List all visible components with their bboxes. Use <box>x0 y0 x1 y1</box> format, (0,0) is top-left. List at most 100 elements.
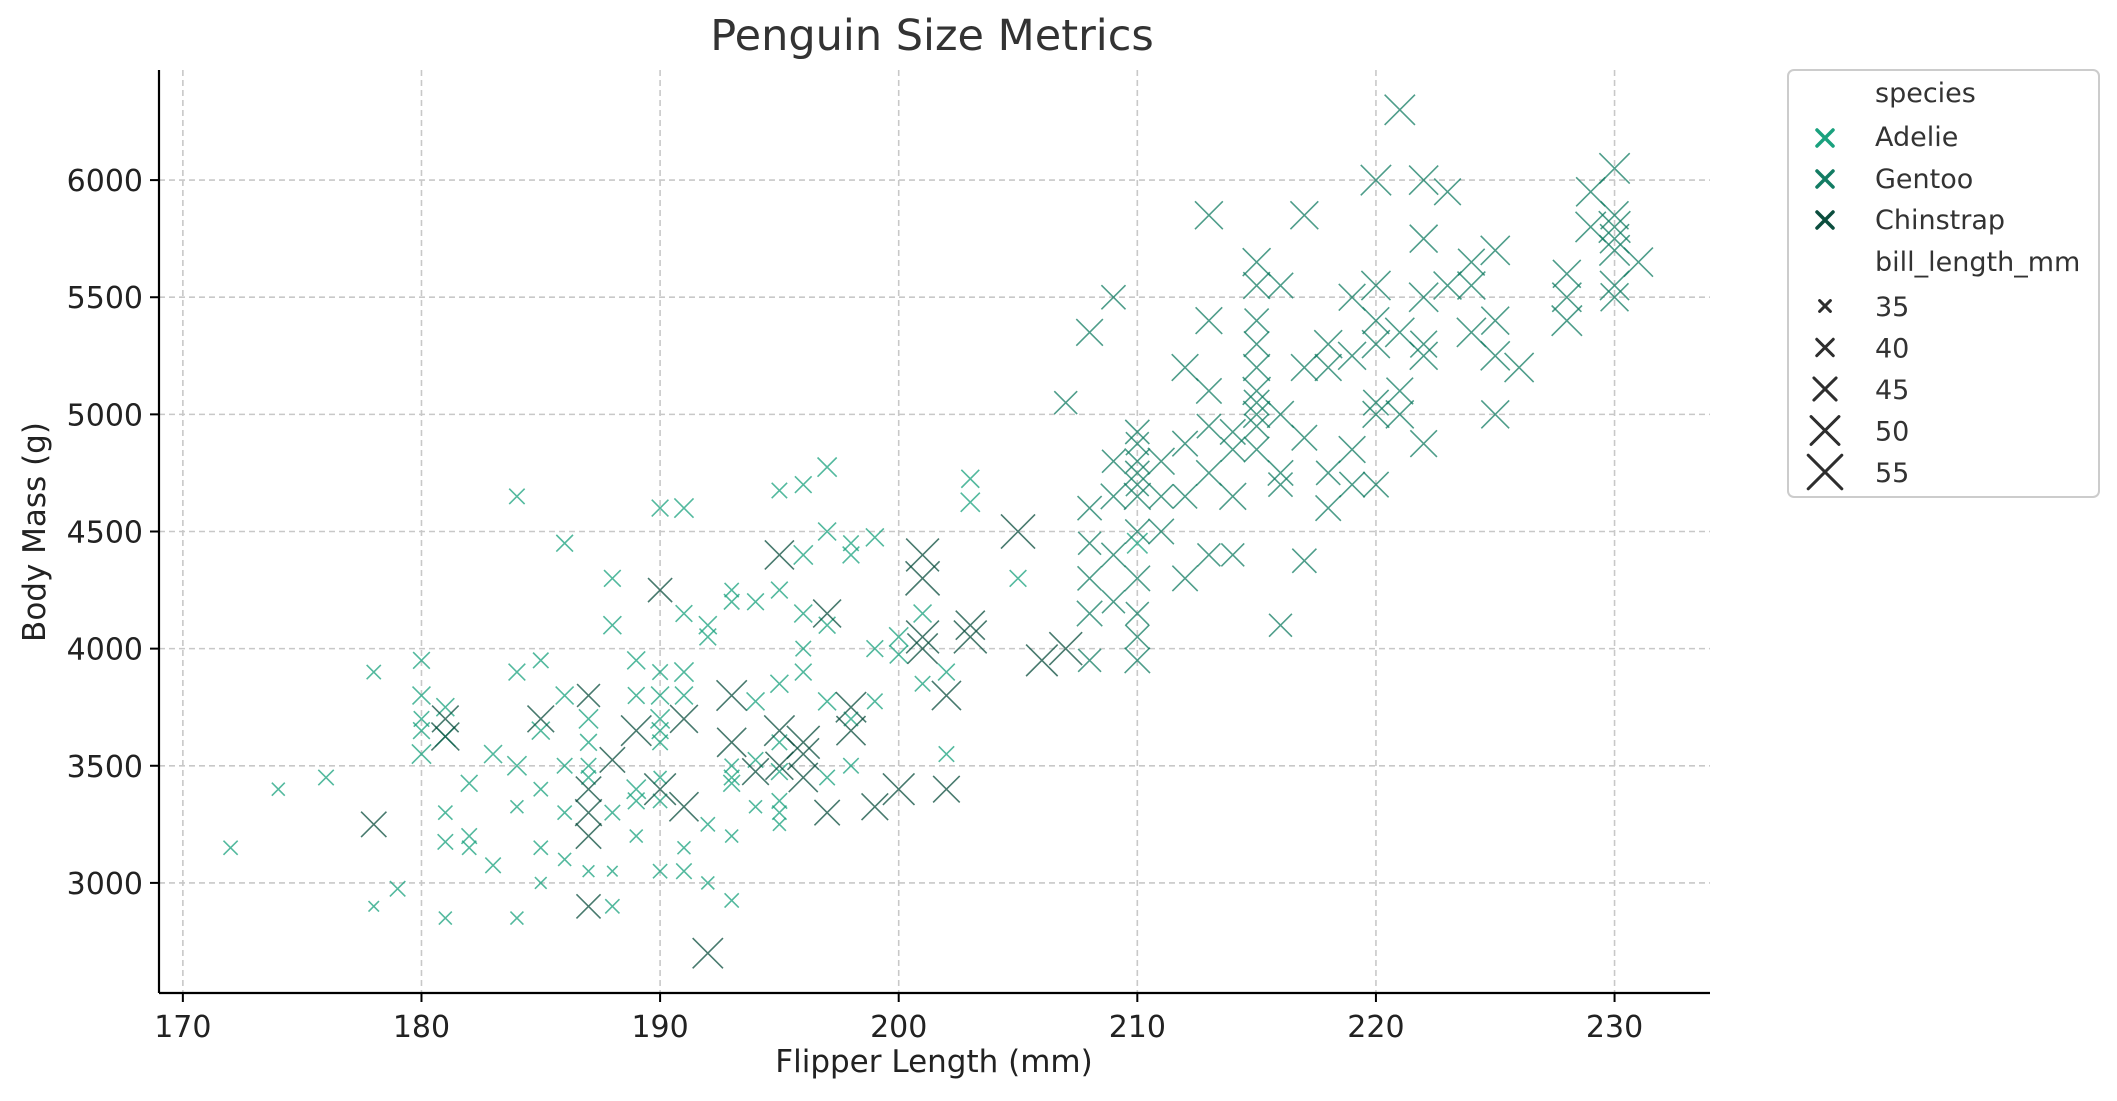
data-point-adelie <box>794 663 813 681</box>
data-point-gentoo <box>1077 648 1102 673</box>
data-point-adelie <box>532 652 550 669</box>
data-point-gentoo <box>1242 353 1271 382</box>
data-point-gentoo <box>1125 601 1150 626</box>
data-point-chinstrap <box>905 537 940 572</box>
data-point-adelie <box>938 745 955 763</box>
data-point-adelie <box>1009 569 1027 588</box>
data-point-adelie <box>508 488 526 505</box>
data-point-adelie <box>673 497 695 519</box>
data-point-adelie <box>603 569 622 588</box>
data-point-gentoo <box>1314 353 1343 382</box>
legend-marker-gentoo <box>1815 169 1835 189</box>
data-point-adelie <box>509 910 524 926</box>
data-point-adelie <box>748 799 763 814</box>
y-tick-label: 4500 <box>67 516 143 551</box>
y-ticks: 3000 3500 4000 4500 5000 5500 6000 <box>67 164 159 902</box>
legend-size-title: bill_length_mm <box>1875 247 2080 278</box>
data-point-adelie <box>483 744 503 764</box>
data-point-gentoo <box>1172 483 1198 509</box>
data-point-adelie <box>484 857 502 874</box>
legend-size-marker <box>1812 376 1838 402</box>
data-point-adelie <box>533 781 549 797</box>
data-point-chinstrap <box>764 539 795 571</box>
data-point-adelie <box>651 499 669 517</box>
data-point-chinstrap <box>620 714 652 747</box>
data-point-gentoo <box>1125 472 1150 497</box>
data-point-chinstrap <box>430 721 460 751</box>
data-point-chinstrap <box>692 937 724 969</box>
data-point-adelie <box>579 733 598 752</box>
data-point-gentoo <box>1384 317 1415 348</box>
data-point-gentoo <box>1124 419 1150 445</box>
legend-size-label: 45 <box>1875 375 1909 406</box>
data-point-gentoo <box>1171 430 1199 457</box>
data-point-gentoo <box>1076 565 1103 591</box>
data-point-adelie <box>366 664 382 680</box>
data-point-gentoo <box>1195 306 1223 335</box>
data-point-gentoo <box>1552 259 1582 289</box>
data-point-chinstrap <box>860 792 889 821</box>
data-point-gentoo <box>1598 210 1631 244</box>
data-point-chinstrap <box>599 746 626 774</box>
data-point-adelie <box>817 691 837 711</box>
data-point-adelie <box>627 686 646 705</box>
data-point-gentoo <box>1480 306 1510 336</box>
data-point-gentoo <box>1457 248 1486 276</box>
data-point-chinstrap <box>953 619 988 654</box>
data-point-adelie <box>816 456 838 478</box>
data-point-adelie <box>937 663 956 681</box>
data-point-adelie <box>698 615 718 635</box>
data-point-gentoo <box>1242 400 1271 429</box>
data-point-adelie <box>649 708 671 730</box>
data-point-adelie <box>651 734 669 751</box>
legend-marker-chinstrap <box>1815 210 1835 230</box>
data-point-adelie <box>817 521 837 542</box>
data-point-gentoo <box>1600 200 1630 230</box>
data-point-chinstrap <box>955 610 986 641</box>
data-point-adelie <box>913 603 933 624</box>
data-point-adelie <box>771 482 788 499</box>
chart-title: Penguin Size Metrics <box>710 11 1154 61</box>
x-ticks: 170 180 190 200 210 220 230 <box>154 993 1643 1045</box>
data-point-gentoo <box>1385 377 1414 405</box>
data-point-gentoo <box>1362 400 1390 429</box>
data-point-chinstrap <box>526 705 555 733</box>
data-point-gentoo <box>1148 483 1174 509</box>
data-point-gentoo <box>1409 224 1439 254</box>
x-tick-label: 200 <box>870 1010 927 1045</box>
data-point-gentoo <box>1147 447 1176 476</box>
data-point-adelie <box>460 827 478 845</box>
data-point-chinstrap <box>788 762 819 793</box>
data-point-gentoo <box>1360 164 1392 196</box>
data-point-gentoo <box>1242 247 1272 277</box>
data-point-adelie <box>723 769 740 786</box>
data-point-gentoo <box>1338 471 1366 498</box>
data-point-adelie <box>747 751 764 769</box>
data-point-chinstrap <box>575 893 602 919</box>
data-point-adelie <box>534 876 548 890</box>
data-point-adelie <box>746 592 765 611</box>
data-point-gentoo <box>1147 518 1175 545</box>
data-point-adelie <box>222 840 239 856</box>
data-point-adelie <box>724 892 740 909</box>
data-point-gentoo <box>1267 472 1294 498</box>
data-point-gentoo <box>1409 330 1438 358</box>
legend-size-label: 40 <box>1875 334 1909 365</box>
data-point-gentoo <box>1598 234 1631 267</box>
data-point-chinstrap <box>575 775 602 803</box>
data-point-gentoo <box>1360 270 1392 301</box>
data-points <box>222 94 1654 969</box>
legend-size-marker <box>1809 415 1841 446</box>
data-point-adelie <box>674 685 694 706</box>
data-point-gentoo <box>1219 418 1247 446</box>
data-point-chinstrap <box>647 577 673 603</box>
data-point-gentoo <box>1598 152 1631 185</box>
data-point-gentoo <box>1480 235 1511 266</box>
data-point-adelie <box>556 757 573 775</box>
data-point-adelie <box>438 910 453 926</box>
data-point-chinstrap <box>668 791 700 822</box>
data-point-chinstrap <box>1025 643 1059 677</box>
data-point-adelie <box>461 840 477 856</box>
y-tick-label: 3500 <box>67 750 143 785</box>
data-point-adelie <box>411 685 432 706</box>
